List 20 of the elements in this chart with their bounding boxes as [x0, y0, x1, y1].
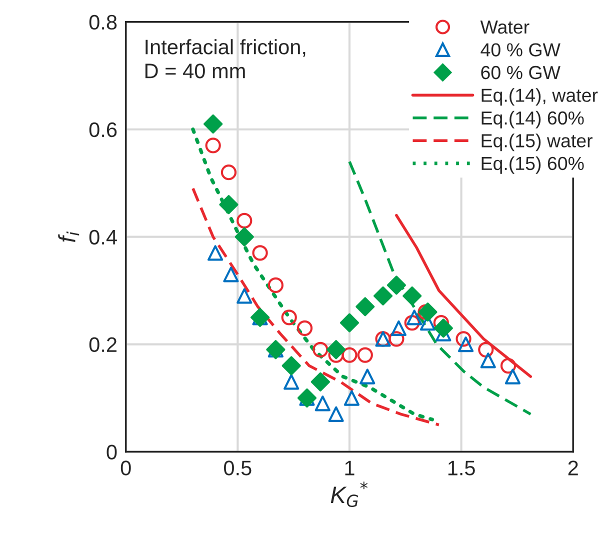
y-tick-label: 0 — [106, 444, 117, 460]
x-tick-label: 1 — [345, 460, 354, 476]
legend-label: Eq.(14), water — [482, 88, 598, 106]
y-axis-title: f$_{i}$ — [58, 232, 80, 242]
legend-label: Eq.(15) 60% — [482, 156, 584, 174]
y-tick-label: 0.4 — [89, 230, 117, 245]
legend-label: Eq.(15) water — [482, 134, 592, 152]
x-tick-label: 0 — [120, 460, 131, 476]
x-tick-label: 1.5 — [448, 460, 475, 476]
annotation: Interfacial friction, D = 40 mm — [145, 39, 306, 78]
x-tick-label: 0.5 — [224, 460, 252, 476]
legend-label: Eq.(14) 60% — [482, 110, 584, 128]
legend-label: 60 % GW — [481, 66, 560, 80]
legend-label: Water — [480, 20, 530, 34]
x-tick-label: 2 — [568, 460, 578, 476]
x-axis-title: K$_{G}$$^{*}$ — [330, 482, 368, 508]
y-tick-label: 0.6 — [89, 122, 117, 138]
y-tick-label: 0.2 — [89, 337, 116, 352]
y-tick-label: 0.8 — [89, 14, 117, 30]
legend-label: 40 % GW — [480, 43, 560, 56]
